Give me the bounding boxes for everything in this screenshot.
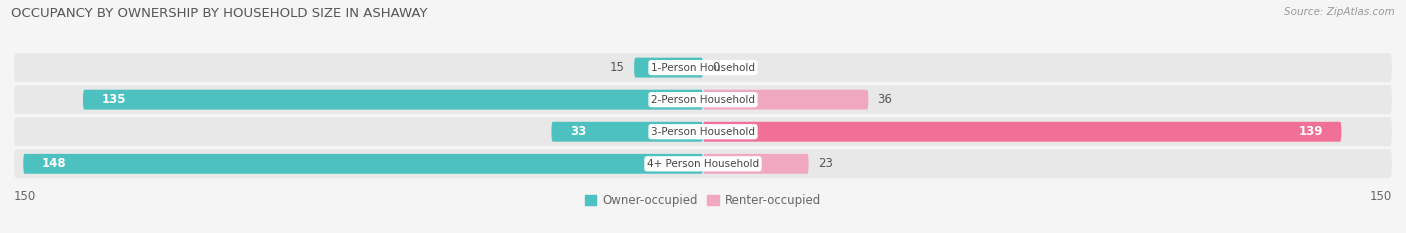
FancyBboxPatch shape	[14, 149, 1392, 178]
FancyBboxPatch shape	[634, 58, 703, 78]
FancyBboxPatch shape	[703, 154, 808, 174]
Text: 1-Person Household: 1-Person Household	[651, 63, 755, 73]
FancyBboxPatch shape	[14, 117, 1392, 146]
Text: 2-Person Household: 2-Person Household	[651, 95, 755, 105]
Text: 15: 15	[610, 61, 624, 74]
FancyBboxPatch shape	[703, 122, 1341, 142]
Text: 150: 150	[14, 190, 37, 203]
FancyBboxPatch shape	[551, 122, 703, 142]
FancyBboxPatch shape	[14, 85, 1392, 114]
Text: 4+ Person Household: 4+ Person Household	[647, 159, 759, 169]
FancyBboxPatch shape	[14, 53, 1392, 82]
Text: 36: 36	[877, 93, 893, 106]
Text: 148: 148	[42, 157, 66, 170]
Text: 23: 23	[818, 157, 832, 170]
FancyBboxPatch shape	[703, 90, 869, 110]
Text: 3-Person Household: 3-Person Household	[651, 127, 755, 137]
Text: 135: 135	[101, 93, 125, 106]
FancyBboxPatch shape	[83, 90, 703, 110]
Text: Source: ZipAtlas.com: Source: ZipAtlas.com	[1284, 7, 1395, 17]
Text: 0: 0	[713, 61, 720, 74]
Legend: Owner-occupied, Renter-occupied: Owner-occupied, Renter-occupied	[579, 190, 827, 212]
Text: 33: 33	[569, 125, 586, 138]
FancyBboxPatch shape	[24, 154, 703, 174]
Text: OCCUPANCY BY OWNERSHIP BY HOUSEHOLD SIZE IN ASHAWAY: OCCUPANCY BY OWNERSHIP BY HOUSEHOLD SIZE…	[11, 7, 427, 20]
Text: 139: 139	[1299, 125, 1323, 138]
Text: 150: 150	[1369, 190, 1392, 203]
